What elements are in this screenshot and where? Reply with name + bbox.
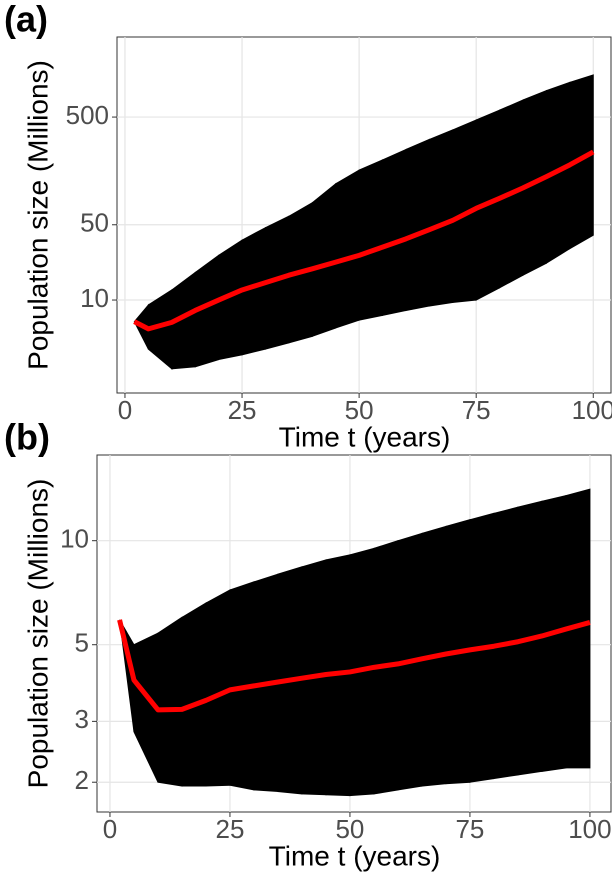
y-tick-label: 10: [80, 283, 109, 313]
y-tick-label: 2: [75, 765, 89, 795]
x-tick-label: 25: [215, 814, 244, 844]
x-tick-label: 50: [335, 814, 364, 844]
y-axis-label: Population size (Millions): [22, 479, 53, 789]
panel-label: (a): [4, 0, 48, 40]
y-tick-label: 500: [66, 100, 109, 130]
x-tick-label: 0: [103, 814, 117, 844]
panel-label: (b): [4, 417, 50, 458]
x-tick-label: 100: [568, 814, 611, 844]
y-axis-label: Population size (Millions): [22, 60, 53, 370]
x-tick-label: 0: [118, 395, 132, 425]
x-tick-label: 25: [228, 395, 257, 425]
trajectory-band: [428, 129, 454, 307]
y-tick-label: 5: [75, 628, 89, 658]
trajectory-band: [405, 138, 430, 312]
trajectory-band: [358, 159, 384, 321]
trajectory-band: [335, 169, 360, 329]
x-tick-label: 75: [462, 395, 491, 425]
trajectory-band: [311, 182, 337, 338]
x-tick-label: 50: [345, 395, 374, 425]
trajectory-band: [157, 616, 183, 787]
y-tick-label: 50: [80, 208, 109, 238]
x-axis-label: Time t (years): [269, 840, 441, 871]
mean-line: [133, 149, 595, 332]
trajectory-band: [565, 488, 591, 769]
trajectory-band: [569, 74, 594, 250]
x-tick-label: 100: [572, 395, 612, 425]
mean-line: [117, 619, 591, 713]
trajectory-band: [205, 589, 231, 787]
trajectory-band: [181, 602, 207, 787]
x-tick-label: 75: [455, 814, 484, 844]
y-tick-label: 10: [60, 524, 89, 554]
trajectory-band: [382, 148, 407, 317]
y-tick-label: 3: [75, 704, 89, 734]
x-axis-label: Time t (years): [279, 421, 451, 452]
